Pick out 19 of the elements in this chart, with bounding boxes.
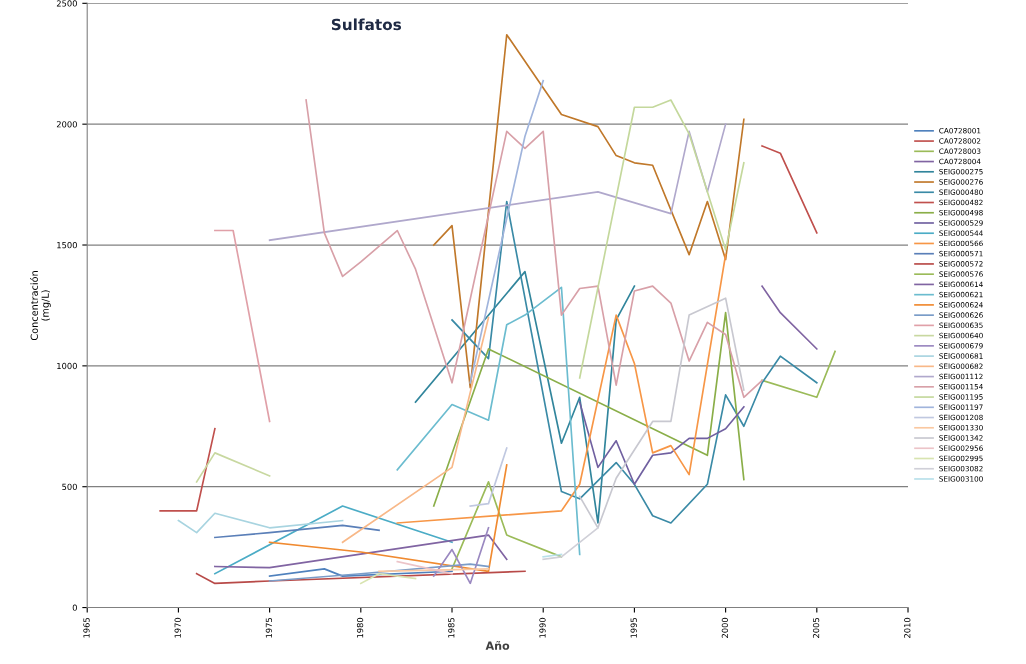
y-tick-label: 0 bbox=[72, 604, 77, 611]
x-tick-label: 1995 bbox=[630, 618, 637, 638]
x-tick-label: 1970 bbox=[174, 617, 181, 638]
x-tick-label: 1980 bbox=[356, 617, 364, 638]
y-tick-label: 1000 bbox=[57, 362, 77, 370]
y-axis-title: Concentración (mg/L) bbox=[30, 271, 51, 341]
y-tick-label: 2500 bbox=[56, 0, 77, 7]
x-axis-title: Año bbox=[485, 641, 510, 650]
x-tick-label: 1975 bbox=[265, 618, 273, 638]
x-tick-label: 2005 bbox=[812, 618, 820, 638]
x-tick-label: 2000 bbox=[721, 617, 729, 638]
text: Sulfatos bbox=[331, 18, 402, 31]
y-tick-label: 500 bbox=[62, 483, 77, 490]
x-tick-label: 1965 bbox=[83, 618, 90, 638]
x-tick-label: 1990 bbox=[539, 617, 546, 638]
y-tick-label: 1500 bbox=[57, 242, 77, 249]
y-tick-label: 2000 bbox=[56, 121, 77, 128]
x-tick-label: 1985 bbox=[448, 618, 455, 638]
x-tick-label: 2010 bbox=[904, 617, 911, 638]
